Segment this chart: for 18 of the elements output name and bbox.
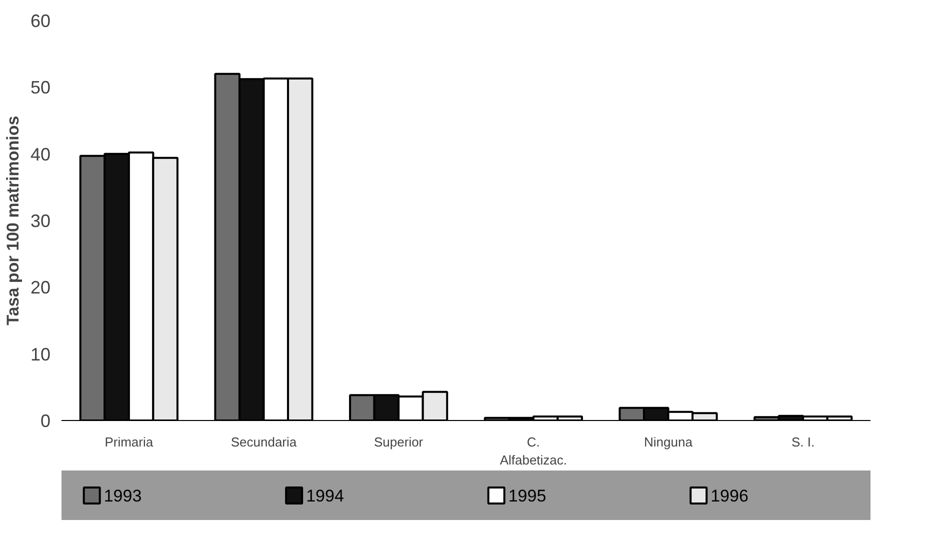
- y-tick-label: 60: [30, 11, 51, 31]
- x-tick-label: S. I.: [792, 434, 815, 450]
- legend-label: 1996: [710, 486, 748, 506]
- legend-label: 1994: [306, 486, 344, 506]
- y-tick-label: 40: [30, 144, 51, 164]
- x-tick-label: Superior: [374, 434, 424, 450]
- y-tick-label: 10: [30, 344, 51, 364]
- y-axis-title: Tasa por 100 matrimonios: [3, 116, 22, 326]
- x-tick-label: Primaria: [104, 434, 154, 450]
- legend-label: 1993: [104, 486, 142, 506]
- x-tick-label: C. Alfabetizac.: [500, 434, 568, 468]
- y-tick-label: 50: [30, 78, 51, 98]
- y-tick-label: 20: [30, 278, 51, 298]
- legend-label: 1995: [508, 486, 546, 506]
- x-tick-label: Ninguna: [644, 434, 694, 450]
- y-tick-label: 0: [40, 411, 51, 431]
- y-tick-label: 30: [30, 211, 51, 231]
- x-tick-label: Secundaria: [230, 434, 298, 450]
